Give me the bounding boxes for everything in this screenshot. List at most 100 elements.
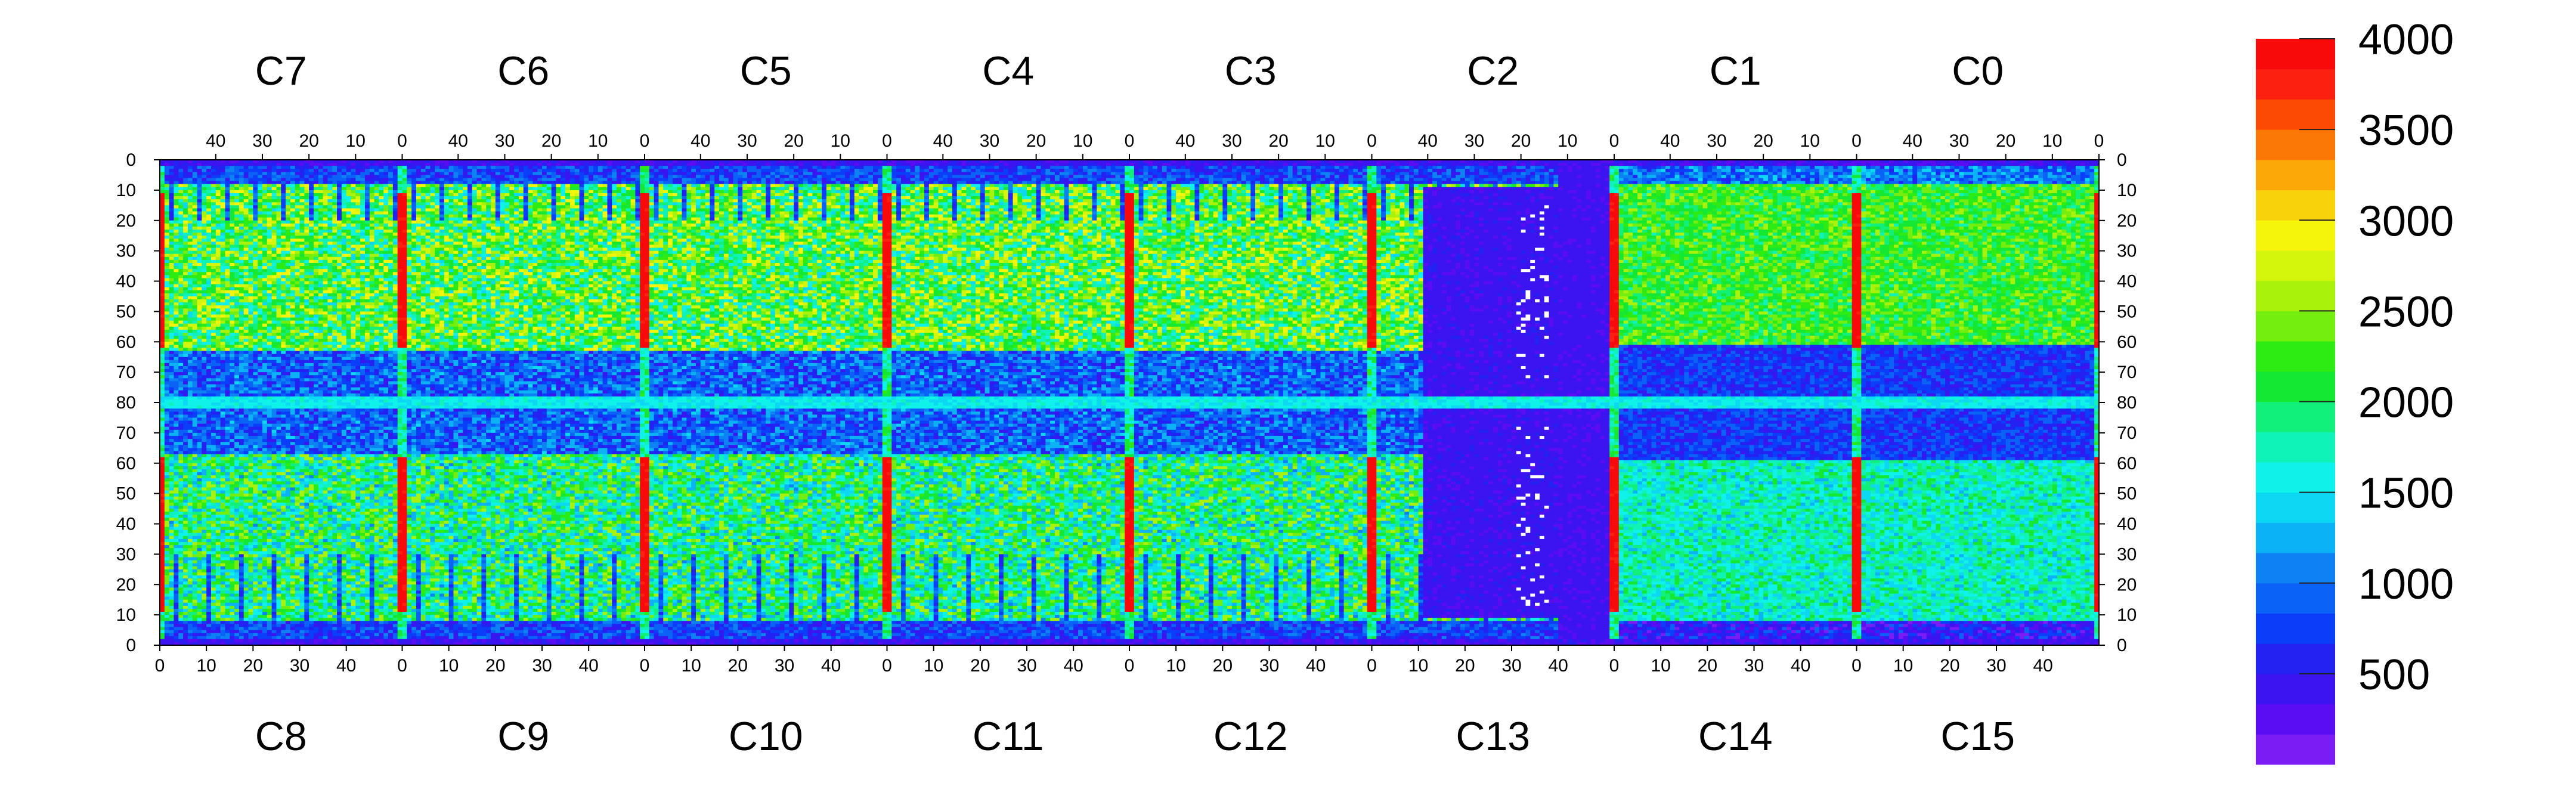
heatmap-cell: [239, 163, 244, 166]
heatmap-cell: [463, 163, 467, 166]
heatmap-cell: [2048, 163, 2052, 166]
heatmap-cell: [304, 163, 309, 166]
heatmap-cell: [668, 163, 673, 166]
heatmap-cell: [1222, 169, 1227, 172]
heatmap-cell: [1488, 163, 1493, 166]
heatmap-cell: [1866, 166, 1871, 169]
heatmap-cell: [989, 169, 994, 172]
heatmap-cell: [1153, 169, 1157, 172]
heatmap-cell: [2010, 166, 2015, 169]
heatmap-cell: [327, 166, 332, 169]
heatmap-cell: [1479, 166, 1484, 169]
heatmap-cell: [966, 169, 971, 172]
heatmap-cell: [1614, 169, 1619, 172]
heatmap-cell: [1553, 169, 1558, 172]
heatmap-cell: [1409, 166, 1414, 169]
heatmap-cell: [2066, 163, 2071, 166]
heatmap-cell: [1316, 169, 1321, 172]
heatmap-cell: [1199, 163, 1204, 166]
heatmap-cell: [1908, 163, 1912, 166]
heatmap-cell: [1917, 163, 1922, 166]
heatmap-cell: [714, 163, 719, 166]
heatmap-cell: [2080, 166, 2085, 169]
heatmap-cell: [1917, 166, 1922, 169]
heatmap-cell: [435, 163, 439, 166]
heatmap-cell: [1139, 166, 1144, 169]
heatmap-cell: [556, 169, 561, 172]
heatmap-cell: [896, 163, 901, 166]
heatmap-cell: [393, 169, 398, 172]
heatmap-cell: [1237, 163, 1241, 166]
heatmap-cell: [701, 166, 705, 169]
heatmap-cell: [1017, 166, 1022, 169]
heatmap-cell: [710, 163, 714, 166]
heatmap-cell: [1437, 166, 1442, 169]
heatmap-cell: [2001, 166, 2006, 169]
heatmap-cell: [1530, 163, 1535, 166]
heatmap-cell: [943, 163, 948, 166]
heatmap-cell: [1596, 163, 1600, 166]
heatmap-cell: [863, 166, 868, 169]
heatmap-cell: [868, 166, 873, 169]
heatmap-cell: [2015, 163, 2020, 166]
heatmap-cell: [1125, 163, 1129, 166]
heatmap-cell: [733, 163, 738, 166]
heatmap-cell: [528, 166, 533, 169]
heatmap-cell: [1516, 169, 1521, 172]
heatmap-cell: [1036, 163, 1041, 166]
heatmap-cell: [1451, 166, 1456, 169]
heatmap-cell: [444, 166, 449, 169]
heatmap-cell: [1750, 166, 1754, 169]
heatmap-cell: [1488, 169, 1493, 172]
heatmap-cell: [206, 163, 211, 166]
heatmap-cell: [537, 166, 542, 169]
heatmap-cell: [1894, 163, 1899, 166]
heatmap-cell: [766, 163, 770, 166]
heatmap-cell: [388, 163, 393, 166]
heatmap-cell: [1335, 166, 1339, 169]
heatmap-cell: [253, 166, 258, 169]
heatmap-cell: [1996, 163, 2001, 166]
heatmap-cell: [971, 169, 976, 172]
heatmap-cell: [519, 166, 524, 169]
heatmap-cell: [1553, 166, 1558, 169]
heatmap-cell: [300, 163, 305, 166]
heatmap-cell: [342, 169, 346, 172]
heatmap-cell: [2006, 166, 2011, 169]
heatmap-cell: [290, 169, 295, 172]
heatmap-cell: [1330, 163, 1335, 166]
heatmap-cell: [1903, 163, 1908, 166]
heatmap-cell: [1889, 163, 1894, 166]
heatmap-cell: [1227, 163, 1232, 166]
heatmap-cell: [1712, 163, 1717, 166]
heatmap-cell: [607, 166, 612, 169]
heatmap-cell: [906, 169, 911, 172]
heatmap-cell: [826, 169, 831, 172]
heatmap-cell: [719, 163, 724, 166]
heatmap-cell: [1936, 166, 1940, 169]
heatmap-cell: [435, 166, 439, 169]
heatmap-cell: [1185, 163, 1190, 166]
heatmap-cell: [631, 166, 636, 169]
heatmap-cell: [854, 163, 859, 166]
heatmap-cell: [197, 166, 202, 169]
heatmap-cell: [1470, 166, 1475, 169]
heatmap-cell: [1684, 169, 1689, 172]
heatmap-cell: [379, 166, 383, 169]
heatmap-cell: [2015, 166, 2020, 169]
heatmap-cell: [346, 163, 351, 166]
heatmap-cell: [729, 169, 733, 172]
heatmap-cell: [1563, 166, 1568, 169]
heatmap-cell: [1707, 169, 1712, 172]
heatmap-cell: [1670, 163, 1675, 166]
heatmap-cell: [402, 163, 407, 166]
heatmap-cell: [705, 169, 710, 172]
heatmap-cell: [1698, 163, 1703, 166]
heatmap-cell: [1884, 166, 1889, 169]
heatmap-cell: [1600, 169, 1605, 172]
heatmap-cell: [383, 163, 388, 166]
heatmap-cell: [1558, 169, 1563, 172]
heatmap-cell: [1871, 163, 1875, 166]
heatmap-cell: [1106, 163, 1111, 166]
heatmap-cell: [1265, 166, 1270, 169]
